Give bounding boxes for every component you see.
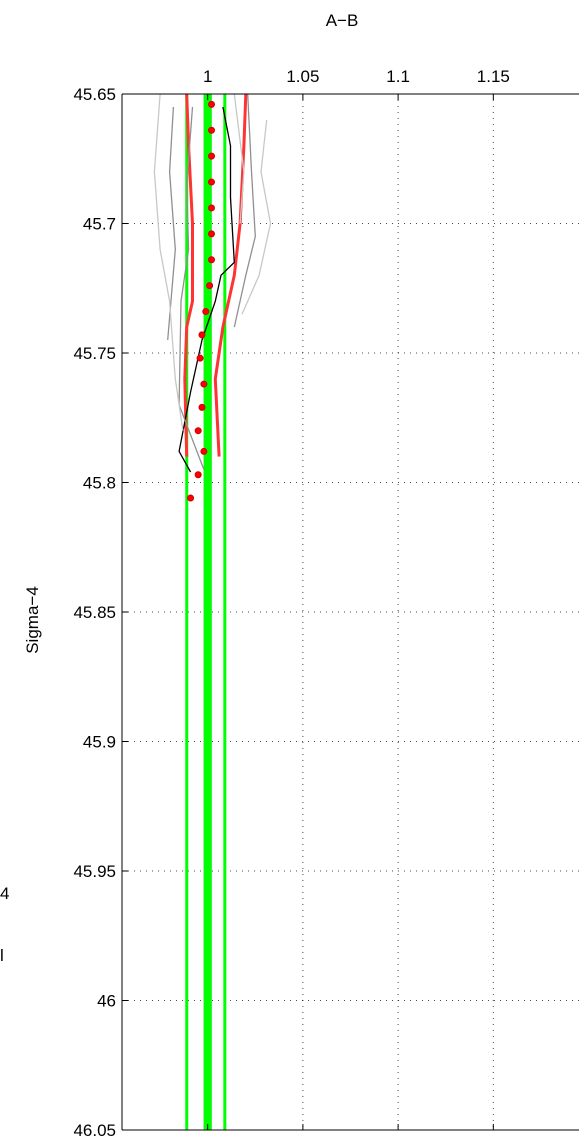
series-line [167, 106, 176, 341]
y-tick-label: 45.9 [83, 733, 116, 752]
grid-layer [122, 93, 579, 1131]
y-tick-label: 46 [97, 992, 116, 1011]
x-tick-label: 1 [203, 67, 212, 86]
data-point [207, 256, 215, 264]
data-point [196, 354, 204, 362]
data-point [202, 308, 210, 316]
x-tick-label: 1.1 [386, 67, 410, 86]
y-axis-title: Sigma−4 [23, 586, 42, 654]
data-point [207, 204, 215, 212]
data-point [200, 380, 208, 388]
axes: 1 1.05 1.1 1.15 45.65 45.7 45.75 45.8 45.85 45.9 4… [73, 67, 579, 1140]
data-point [198, 403, 206, 411]
data-point [198, 331, 206, 339]
series-line [233, 93, 256, 328]
data-point [207, 100, 215, 108]
series-line [233, 93, 245, 224]
x-tick-label: 1.05 [286, 67, 319, 86]
x-tick-label: 1.15 [477, 67, 510, 86]
y-tick-label: 45.95 [73, 862, 116, 881]
x-axis-title: A−B [326, 11, 359, 30]
y-tick-label: 45.75 [73, 344, 116, 363]
data-point [200, 447, 208, 455]
series-line [178, 106, 235, 473]
data-point [207, 126, 215, 134]
data-point [207, 152, 215, 160]
data-point [194, 471, 202, 479]
cropped-label-fragment: l [0, 946, 4, 965]
data-point [207, 178, 215, 186]
y-tick-label: 46.05 [73, 1121, 116, 1140]
data-point [187, 494, 195, 502]
series-line [153, 93, 184, 431]
y-tick-label: 45.7 [83, 215, 116, 234]
data-point [206, 282, 214, 290]
series-line [241, 119, 272, 315]
data-point [194, 427, 202, 435]
y-tick-label: 45.65 [73, 85, 116, 104]
data-point [207, 230, 215, 238]
y-tick-label: 45.85 [73, 603, 116, 622]
series-line [213, 93, 248, 457]
y-tick-label: 45.8 [83, 474, 116, 493]
series-line [183, 93, 194, 457]
series-layer [153, 93, 272, 502]
cropped-label-fragment: 4 [0, 884, 10, 903]
series-line [178, 106, 205, 470]
reference-lines [185, 94, 227, 1130]
